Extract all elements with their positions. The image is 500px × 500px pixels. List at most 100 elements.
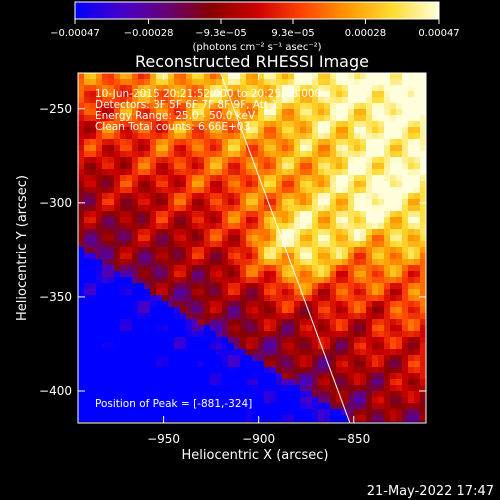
heatmap-cell: [402, 247, 409, 254]
heatmap-cell: [294, 85, 301, 92]
heatmap-cell: [318, 253, 325, 260]
heatmap-cell: [162, 85, 169, 92]
heatmap-cell: [282, 151, 289, 158]
heatmap-cell: [162, 181, 169, 188]
heatmap-cell: [342, 379, 349, 386]
heatmap-cell: [378, 241, 385, 248]
heatmap-cell: [96, 367, 103, 374]
heatmap-cell: [240, 337, 247, 344]
heatmap-cell: [360, 283, 367, 290]
heatmap-cell: [198, 409, 205, 416]
heatmap-cell: [114, 415, 121, 422]
heatmap-cell: [156, 391, 163, 398]
heatmap-cell: [168, 391, 175, 398]
heatmap-cell: [342, 367, 349, 374]
heatmap-cell: [276, 271, 283, 278]
heatmap-cell: [330, 121, 337, 128]
heatmap-cell: [180, 157, 187, 164]
heatmap-cell: [234, 211, 241, 218]
heatmap-cell: [336, 247, 343, 254]
heatmap-cell: [348, 301, 355, 308]
heatmap-cell: [126, 361, 133, 368]
heatmap-cell: [84, 241, 91, 248]
heatmap-cell: [102, 211, 109, 218]
heatmap-cell: [222, 247, 229, 254]
heatmap-cell: [90, 181, 97, 188]
heatmap-cell: [306, 217, 313, 224]
heatmap-cell: [288, 373, 295, 380]
heatmap-cell: [402, 379, 409, 386]
heatmap-cell: [318, 313, 325, 320]
heatmap-cell: [210, 337, 217, 344]
heatmap-cell: [216, 229, 223, 236]
heatmap-cell: [90, 109, 97, 116]
heatmap-cell: [96, 157, 103, 164]
heatmap-cell: [240, 217, 247, 224]
heatmap-cell: [414, 91, 421, 98]
heatmap-cell: [348, 391, 355, 398]
heatmap-cell: [312, 91, 319, 98]
heatmap-cell: [390, 373, 397, 380]
heatmap-cell: [162, 73, 169, 80]
heatmap-cell: [240, 289, 247, 296]
heatmap-cell: [210, 157, 217, 164]
heatmap-cell: [150, 337, 157, 344]
heatmap-cell: [96, 247, 103, 254]
heatmap-cell: [210, 325, 217, 332]
heatmap-cell: [210, 367, 217, 374]
heatmap-cell: [246, 289, 253, 296]
heatmap-cell: [312, 151, 319, 158]
heatmap-cell: [318, 403, 325, 410]
heatmap-cell: [198, 205, 205, 212]
heatmap-cell: [354, 223, 361, 230]
heatmap-cell: [390, 169, 397, 176]
heatmap-cell: [258, 73, 265, 80]
heatmap-cell: [336, 289, 343, 296]
heatmap-cell: [354, 259, 361, 266]
heatmap-cell: [318, 409, 325, 416]
heatmap-cell: [348, 91, 355, 98]
heatmap-cell: [288, 289, 295, 296]
heatmap-cell: [138, 151, 145, 158]
heatmap-cell: [414, 397, 421, 404]
heatmap-cell: [264, 91, 271, 98]
heatmap-cell: [108, 379, 115, 386]
heatmap-cell: [210, 127, 217, 134]
heatmap-cell: [108, 97, 115, 104]
heatmap-cell: [156, 109, 163, 116]
heatmap-cell: [234, 199, 241, 206]
heatmap-cell: [228, 103, 235, 110]
heatmap-cell: [84, 121, 91, 128]
heatmap-cell: [264, 361, 271, 368]
heatmap-cell: [222, 367, 229, 374]
heatmap-cell: [108, 307, 115, 314]
heatmap-cell: [420, 73, 426, 80]
heatmap-cell: [402, 337, 409, 344]
heatmap-cell: [408, 259, 415, 266]
heatmap-cell: [150, 163, 157, 170]
heatmap-cell: [102, 283, 109, 290]
heatmap-cell: [420, 205, 426, 212]
heatmap-cell: [396, 409, 403, 416]
heatmap-cell: [318, 307, 325, 314]
heatmap-cell: [270, 163, 277, 170]
heatmap-cell: [216, 307, 223, 314]
heatmap-cell: [204, 247, 211, 254]
heatmap-cell: [108, 385, 115, 392]
heatmap-cell: [234, 343, 241, 350]
heatmap-cell: [408, 301, 415, 308]
heatmap-cell: [204, 91, 211, 98]
heatmap-cell: [288, 397, 295, 404]
heatmap-cell: [258, 169, 265, 176]
heatmap-cell: [294, 283, 301, 290]
heatmap-cell: [96, 391, 103, 398]
heatmap-cell: [174, 127, 181, 134]
heatmap-cell: [174, 235, 181, 242]
heatmap-cell: [354, 397, 361, 404]
heatmap-cell: [258, 103, 265, 110]
heatmap-cell: [204, 337, 211, 344]
heatmap-cell: [294, 355, 301, 362]
heatmap-cell: [138, 199, 145, 206]
heatmap-cell: [312, 337, 319, 344]
heatmap-cell: [192, 151, 199, 158]
